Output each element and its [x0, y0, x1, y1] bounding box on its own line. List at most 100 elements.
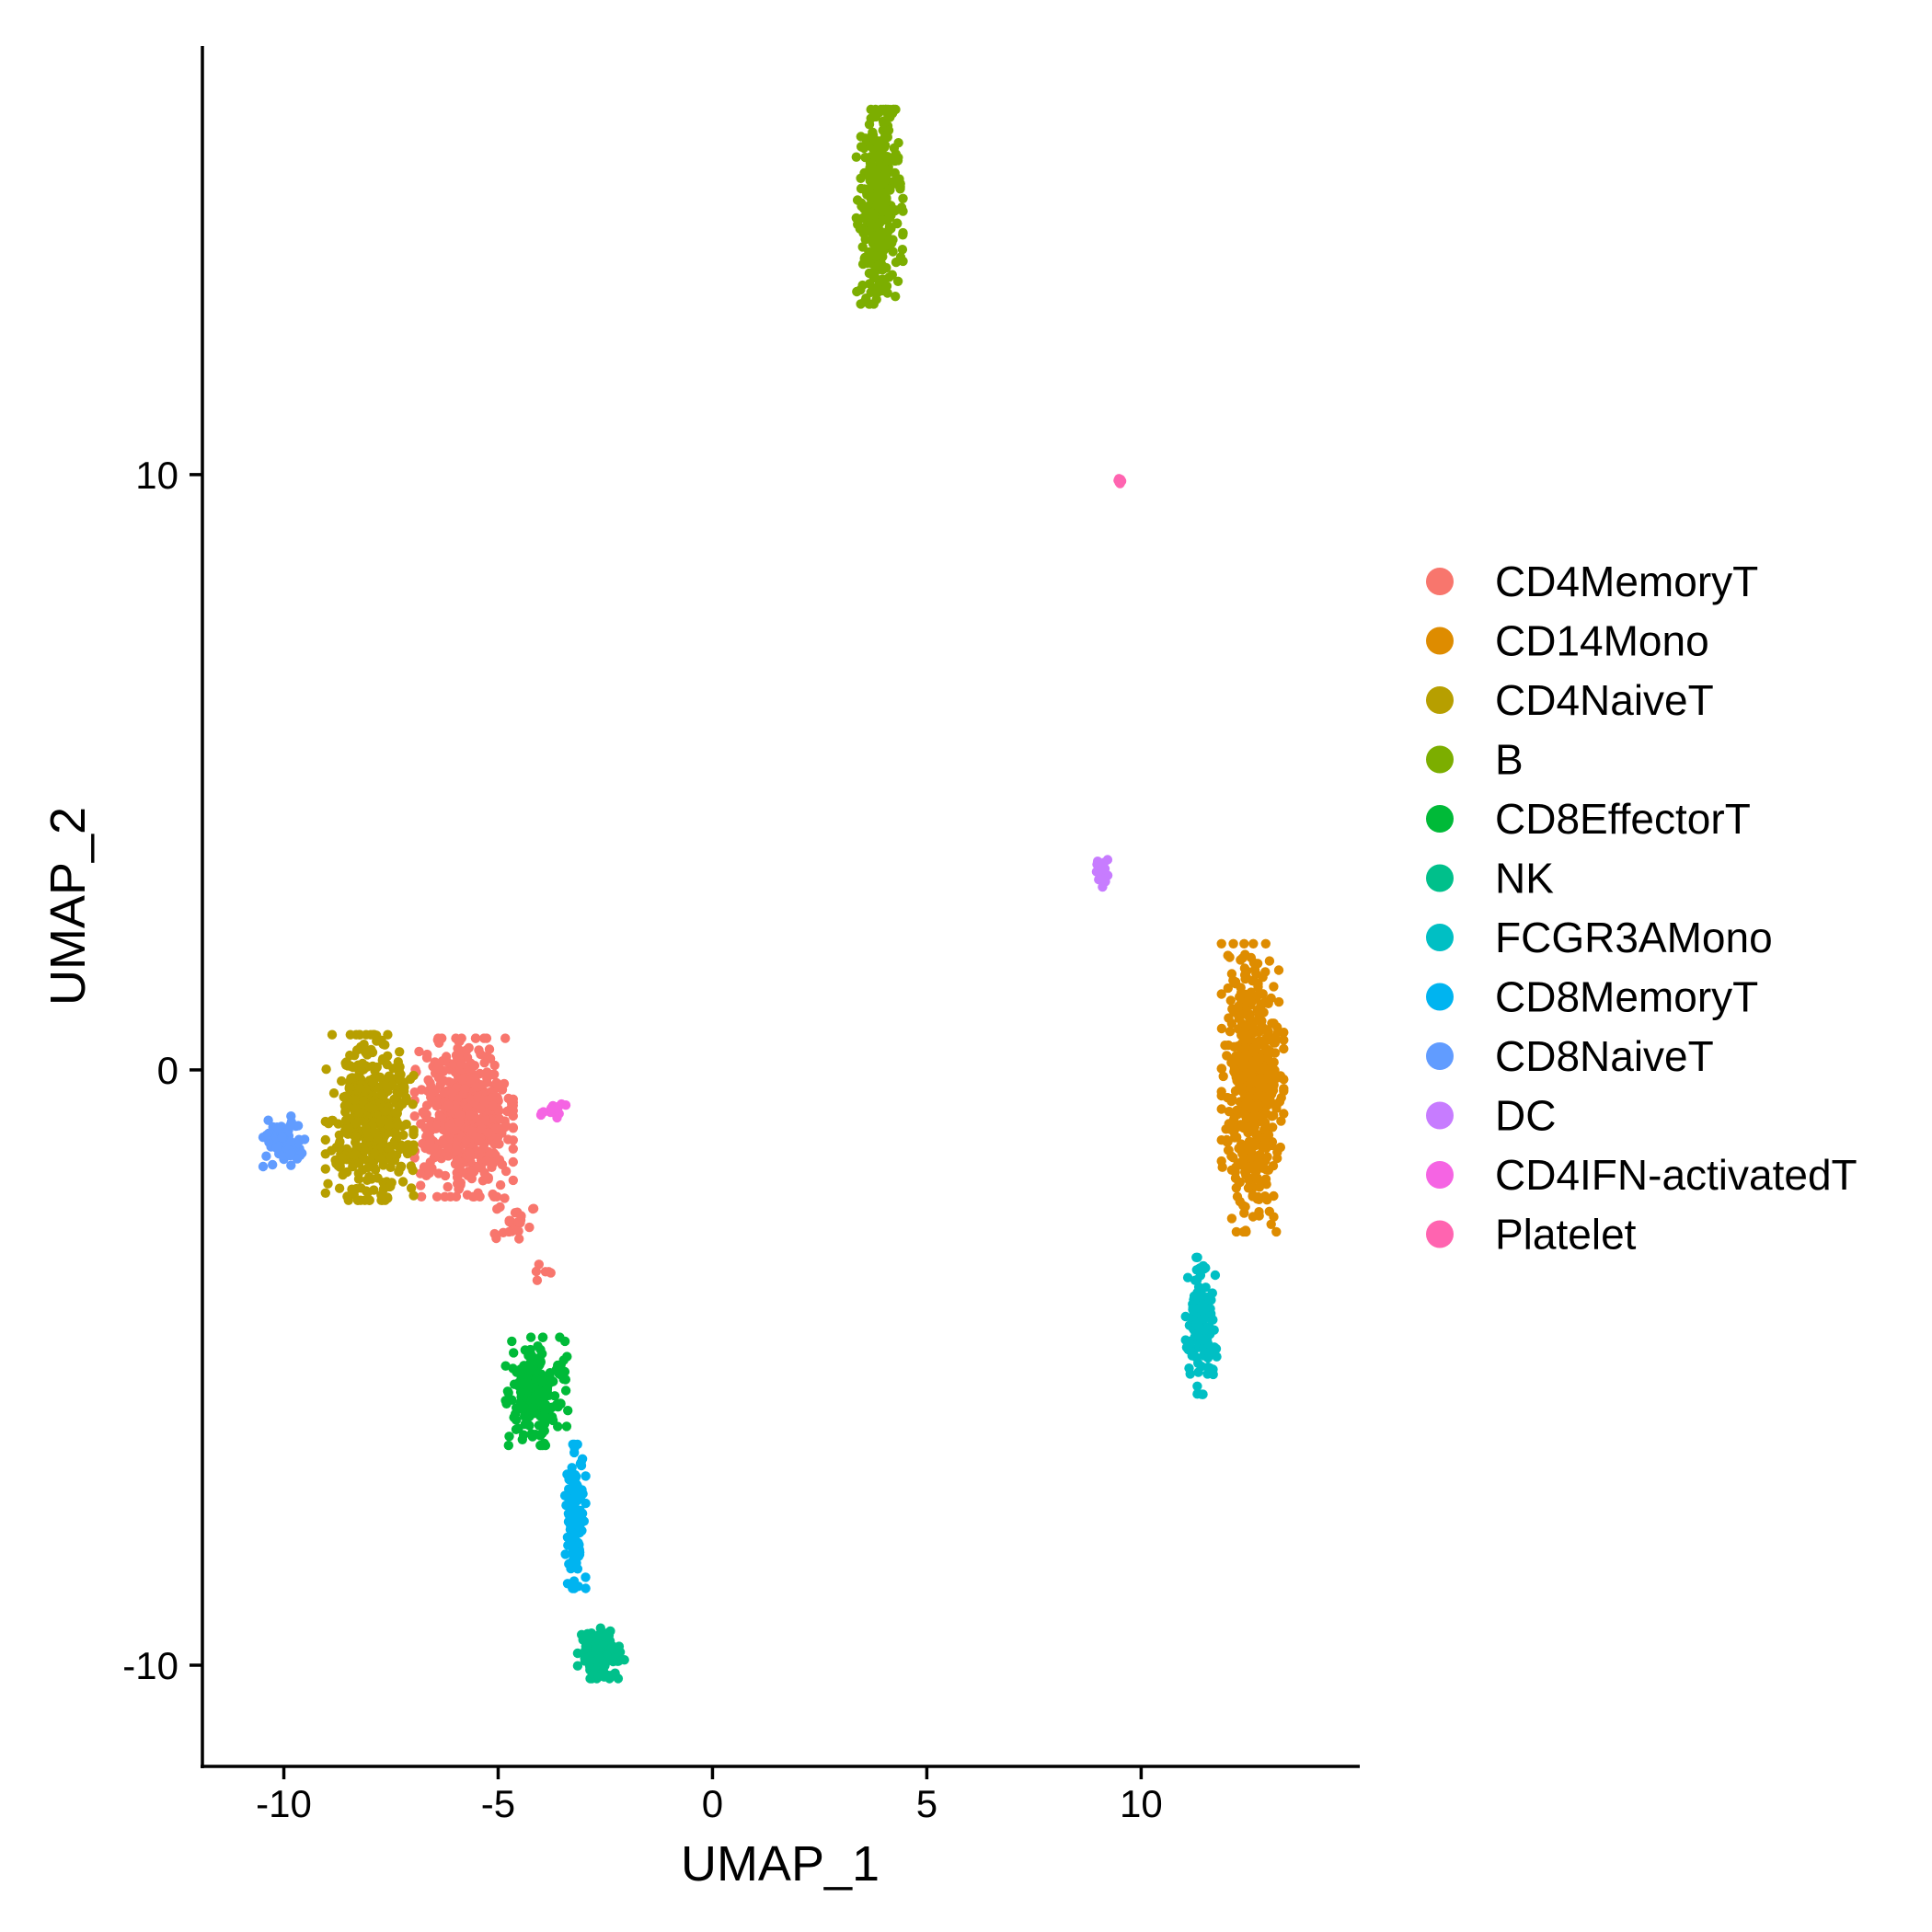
data-point [1231, 1051, 1241, 1061]
data-point [513, 1226, 523, 1236]
data-point [1226, 1213, 1237, 1224]
data-point [334, 1183, 345, 1193]
data-point [560, 1549, 570, 1559]
data-point [368, 1076, 378, 1087]
data-point [1276, 1116, 1286, 1126]
data-point [409, 1087, 420, 1098]
data-point [1260, 967, 1271, 977]
data-point [540, 1440, 551, 1451]
data-point [361, 1048, 371, 1058]
data-point [351, 1029, 362, 1040]
data-point [1202, 1352, 1213, 1363]
series-NK [572, 1623, 629, 1684]
data-point [868, 173, 878, 183]
data-point [1239, 938, 1249, 949]
data-point [362, 1162, 374, 1173]
legend-marker [1426, 745, 1454, 774]
data-point [870, 111, 881, 122]
data-point [1240, 973, 1250, 984]
data-point [424, 1167, 434, 1179]
data-point [1182, 1272, 1193, 1282]
legend-marker [1426, 805, 1454, 833]
points-layer [258, 104, 1289, 1684]
data-point [553, 1421, 563, 1432]
data-point [1216, 989, 1226, 999]
data-point [581, 1642, 592, 1652]
data-point [1251, 969, 1261, 979]
y-tick-label: 10 [135, 454, 178, 497]
data-point [376, 1089, 386, 1100]
data-point [339, 1092, 349, 1102]
data-point [392, 1119, 403, 1130]
data-point [866, 219, 876, 229]
data-point [1216, 1156, 1226, 1167]
data-point [320, 1188, 330, 1199]
data-point [286, 1160, 296, 1170]
data-point [503, 1134, 513, 1144]
data-point [346, 1073, 356, 1084]
data-point [471, 1132, 481, 1142]
data-point [450, 1100, 460, 1110]
data-point [292, 1154, 303, 1164]
data-point [1244, 1121, 1255, 1132]
data-point [484, 1044, 495, 1054]
data-point [1194, 1332, 1204, 1342]
data-point [457, 1075, 467, 1085]
data-point [433, 1168, 443, 1179]
data-point [1245, 1179, 1256, 1190]
data-point [1225, 1027, 1236, 1037]
data-point [1222, 1051, 1232, 1061]
data-point [375, 1072, 385, 1083]
legend-marker [1426, 983, 1454, 1011]
legend-label: CD14Mono [1495, 617, 1709, 665]
data-point [1271, 1226, 1282, 1237]
data-point [518, 1430, 529, 1440]
data-point [394, 1167, 404, 1177]
data-point [1216, 1104, 1226, 1114]
data-point [456, 1059, 466, 1069]
data-point [891, 292, 901, 302]
data-point [576, 1457, 586, 1467]
data-point [593, 1672, 604, 1682]
data-point [1260, 1164, 1271, 1175]
data-point [619, 1655, 629, 1665]
data-point [293, 1121, 304, 1131]
data-point [898, 193, 908, 203]
data-point [538, 1410, 548, 1420]
series-CD4MemoryT [409, 1033, 556, 1285]
data-point [1260, 938, 1271, 949]
legend-label: CD4MemoryT [1495, 558, 1758, 605]
data-point [1235, 992, 1245, 1002]
data-point [556, 1398, 566, 1409]
data-point [461, 1135, 471, 1146]
data-point [1224, 1119, 1234, 1129]
data-point [546, 1412, 557, 1422]
data-point [537, 1375, 547, 1386]
data-point [1220, 1041, 1230, 1051]
data-point [572, 1496, 582, 1506]
data-point [368, 1029, 378, 1040]
data-point [479, 1096, 489, 1106]
data-point [1249, 976, 1259, 986]
data-point [852, 195, 863, 205]
data-point [1244, 994, 1254, 1004]
data-point [409, 1111, 420, 1121]
data-point [397, 1177, 408, 1187]
legend-marker [1426, 1161, 1454, 1189]
data-point [474, 1045, 484, 1055]
data-point [520, 1345, 530, 1355]
data-point [569, 1443, 580, 1453]
data-point [500, 1166, 512, 1177]
legend-item: CD8MemoryT [1426, 973, 1758, 1021]
data-point [598, 1660, 609, 1670]
data-point [443, 1181, 453, 1192]
data-point [263, 1115, 273, 1125]
data-point [462, 1052, 473, 1063]
data-point [869, 151, 880, 161]
data-point [1241, 1170, 1251, 1180]
data-point [503, 1093, 513, 1104]
data-point [879, 201, 890, 211]
data-point [1256, 1064, 1266, 1075]
data-point [1229, 1041, 1239, 1052]
